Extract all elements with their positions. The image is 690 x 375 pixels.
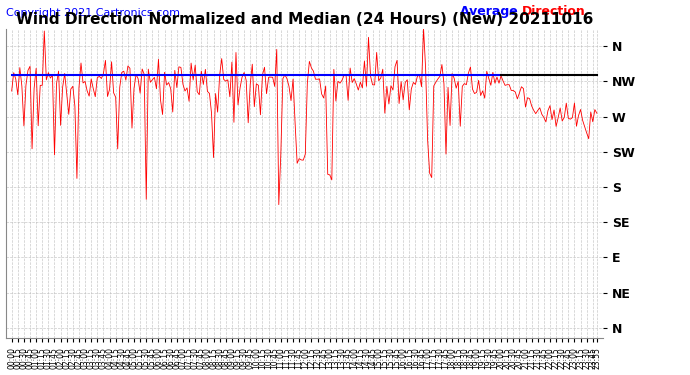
Text: Direction: Direction — [522, 5, 586, 18]
Title: Wind Direction Normalized and Median (24 Hours) (New) 20211016: Wind Direction Normalized and Median (24… — [16, 12, 593, 27]
Text: Average: Average — [460, 5, 522, 18]
Text: Copyright 2021 Cartronics.com: Copyright 2021 Cartronics.com — [6, 8, 179, 18]
